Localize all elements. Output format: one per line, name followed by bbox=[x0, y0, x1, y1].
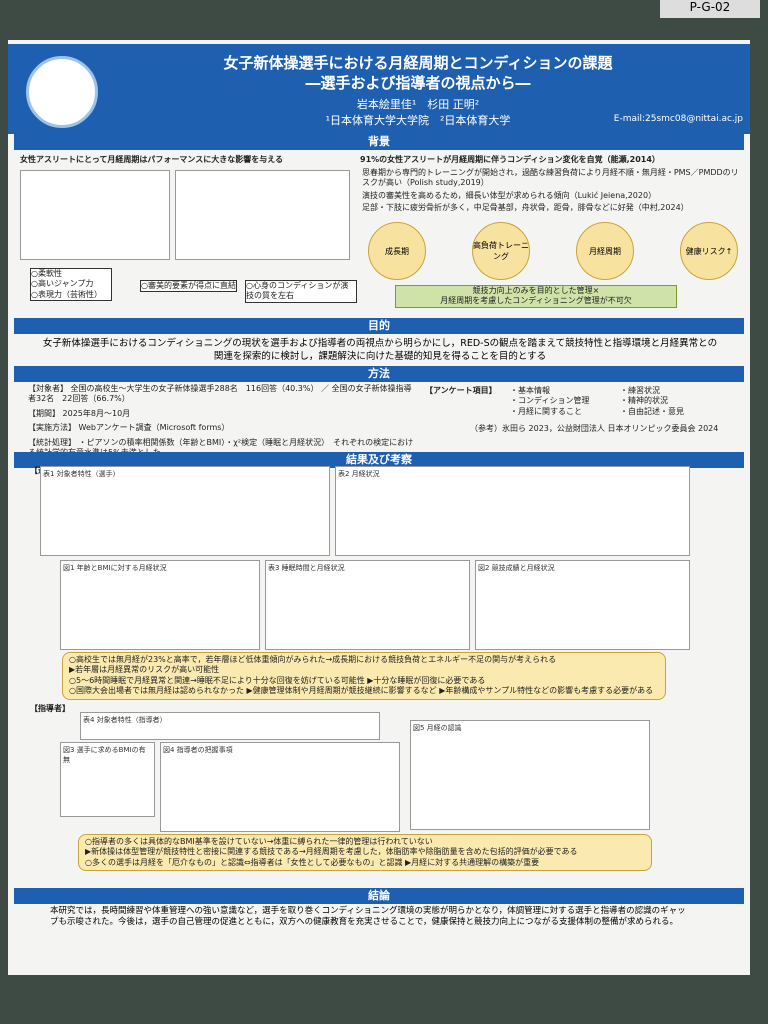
email: E-mail:25smc08@nittai.ac.jp bbox=[613, 114, 743, 124]
logo bbox=[26, 56, 98, 128]
text: 91%の女性アスリートが月経周期に伴うコンディション変化を自覚（能瀬,2014） bbox=[360, 155, 660, 164]
text: ○高校生では無月経が23%と高率で，若年層ほど低体重傾向がみられた→成長期におけ… bbox=[69, 655, 557, 664]
text: 演技の審美性を高めるため，細長い体型が求められる傾向（Lukić Jeiena,… bbox=[362, 190, 657, 200]
text: 【指導者】 bbox=[30, 704, 70, 713]
text: ○5～6時間睡眠で月経異常と関連→睡眠不足により十分な回復を妨げている可能性 ▶… bbox=[69, 675, 486, 685]
circle-label: 成長期 bbox=[368, 222, 426, 280]
text: 競技力向上のみを目的とした管理× bbox=[472, 286, 600, 295]
text: 女子新体操選手におけるコンディショニングの現状を選手および指導者の両視点から明ら… bbox=[42, 338, 718, 363]
chart-image: 図1 年齢とBMIに対する月経状況 bbox=[60, 560, 260, 650]
table-image: 表2 月経状況 bbox=[335, 466, 690, 556]
authors: 岩本絵里佳¹ 杉田 正明² bbox=[356, 98, 480, 111]
text: ○国際大会出場者では無月経は認められなかった ▶健康管理体制や月経周期が競技継続… bbox=[69, 686, 654, 696]
section-heading: 方法 bbox=[14, 366, 744, 382]
text: ・コンディション管理 bbox=[510, 396, 590, 406]
text: ○表現力（芸術性） bbox=[31, 289, 102, 299]
affiliations: ¹日本体育大学大学院 ²日本体育大学 bbox=[325, 114, 511, 127]
text: （参考）氷田ら 2023，公益財団法人 日本オリンピック委員会 2024 bbox=[470, 424, 719, 433]
section-heading: 結果及び考察 bbox=[14, 452, 744, 468]
circle-label: 高負荷トレーニング bbox=[472, 222, 530, 280]
chart-image: 図4 指導者の把握事項 bbox=[160, 742, 400, 832]
text: 思春期から専門的トレーニングが開始され，過酷な練習負荷により月経不順・無月経・P… bbox=[362, 168, 739, 188]
section-heading: 目的 bbox=[14, 318, 744, 334]
chart-image: 図2 競技成績と月経状況 bbox=[475, 560, 690, 650]
chart-image: 図3 選手に求めるBMIの有無 bbox=[60, 742, 155, 817]
title: 女子新体操選手における月経周期とコンディションの課題 bbox=[223, 54, 613, 72]
text: 【実施方法】 Webアンケート調査（Microsoft forms） bbox=[28, 423, 230, 433]
text: 【アンケート項目】 bbox=[425, 386, 497, 395]
board-id: P-G-02 bbox=[660, 0, 760, 18]
text: ・自由記述・意見 bbox=[620, 406, 684, 416]
text: ・基本情報 bbox=[510, 386, 550, 395]
text: ○指導者の多くは具体的なBMI基準を設けていない→体重に縛られた一律的管理は行わ… bbox=[85, 837, 433, 846]
table-image: 表3 睡眠時間と月経状況 bbox=[265, 560, 470, 650]
text: ・精神的状況 bbox=[620, 396, 668, 406]
table-image: 表4 対象者特性（指導者） bbox=[80, 712, 380, 740]
text: 足部・下肢に疲労骨折が多く，中足骨基部，舟状骨，距骨，腓骨などに好発（中村,20… bbox=[362, 203, 689, 213]
circle-label: 月経周期 bbox=[576, 222, 634, 280]
text: 【期間】 2025年8月～10月 bbox=[28, 408, 131, 418]
text: ○心身のコンディションが演技の質を左右 bbox=[245, 280, 357, 303]
text: ○審美的要素が得点に直結 bbox=[140, 280, 237, 293]
chart-image: 図5 月経の認識 bbox=[410, 720, 650, 830]
text: ▶新体操は体型管理が競技特性と密接に関連する競技である→月経周期を考慮した，体脂… bbox=[85, 847, 578, 857]
text: ○柔軟性 bbox=[31, 269, 62, 278]
diagram-image bbox=[175, 170, 350, 260]
section-heading: 背景 bbox=[14, 134, 744, 150]
text: ▶若年層は月経異常のリスクが高い可能性 bbox=[69, 665, 220, 675]
text: 月経周期を考慮したコンディショニング管理が不可欠 bbox=[440, 296, 632, 306]
text: 女性アスリートにとって月経周期はパフォーマンスに大きな影響を与える bbox=[20, 155, 283, 164]
section-heading: 結論 bbox=[14, 888, 744, 904]
text: ○高いジャンプ力 bbox=[31, 279, 94, 289]
text: ○多くの選手は月経を「厄介なもの」と認識⇔指導者は「女性として必要なもの」と認識… bbox=[85, 857, 540, 867]
subtitle: ―選手および指導者の視点から― bbox=[305, 74, 531, 92]
text: ・練習状況 bbox=[620, 386, 660, 395]
text: ・月経に関すること bbox=[510, 406, 582, 416]
header: 女子新体操選手における月経周期とコンディションの課題 ―選手および指導者の視点か… bbox=[8, 44, 750, 134]
chart-image bbox=[20, 170, 170, 260]
circle-label: 健康リスク↑ bbox=[680, 222, 738, 280]
text: 本研究では，長時間練習や体重管理への強い意識など，選手を取り巻くコンディショニン… bbox=[50, 906, 686, 928]
table-image: 表1 対象者特性（選手） bbox=[40, 466, 330, 556]
text: 【対象者】 全国の高校生～大学生の女子新体操選手288名 116回答（40.3%… bbox=[28, 384, 412, 404]
